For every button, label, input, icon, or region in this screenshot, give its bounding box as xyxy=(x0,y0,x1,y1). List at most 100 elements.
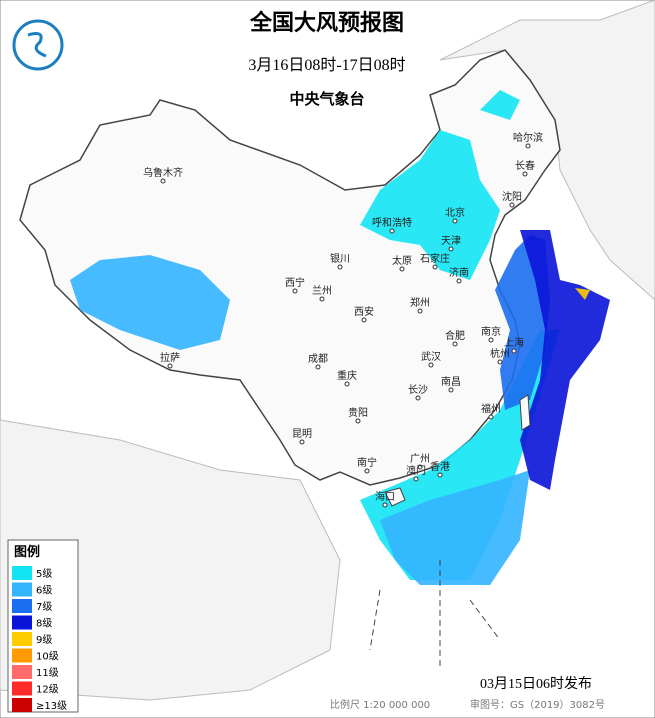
city-label: 乌鲁木齐 xyxy=(143,166,183,179)
city-dot xyxy=(344,381,350,387)
city-dot xyxy=(417,308,423,314)
city-label: 长春 xyxy=(515,160,535,172)
city-dot xyxy=(509,202,515,208)
legend-swatch xyxy=(12,582,32,597)
city-label: 贵阳 xyxy=(348,406,368,419)
city-dot xyxy=(488,414,494,420)
city-label: 天津 xyxy=(441,235,461,247)
city-label: 沈阳 xyxy=(502,190,522,203)
wind-zone xyxy=(480,90,520,120)
city-label: 济南 xyxy=(449,266,469,279)
legend-label: 9级 xyxy=(36,634,52,646)
city-dot xyxy=(452,218,458,224)
legend-label: 12级 xyxy=(36,684,59,696)
city-label: 香港 xyxy=(430,461,450,473)
review-number: 审图号：GS（2019）3082号 xyxy=(470,698,605,711)
city-dot xyxy=(167,363,173,369)
city-dot xyxy=(432,264,438,270)
city-label: 西宁 xyxy=(285,276,305,289)
city-dot xyxy=(456,278,462,284)
legend-swatch xyxy=(12,665,32,679)
city-label: 重庆 xyxy=(337,369,357,382)
wind-zone xyxy=(575,288,590,300)
city-label: 南京 xyxy=(481,325,501,338)
city-label: 南宁 xyxy=(357,456,377,469)
city-dot xyxy=(428,362,434,368)
wind-zone xyxy=(70,255,230,350)
city-label: 南昌 xyxy=(441,375,461,388)
wind-zone xyxy=(380,470,530,585)
city-label: 杭州 xyxy=(490,347,510,360)
city-label: 呼和浩特 xyxy=(372,217,412,229)
title: 全国大风预报图 xyxy=(249,10,404,36)
city-label: 太原 xyxy=(392,254,412,267)
legend-swatch xyxy=(12,648,32,663)
city-label: 福州 xyxy=(481,402,501,415)
city-label: 西安 xyxy=(354,305,374,318)
city-dot xyxy=(452,341,458,347)
city-label: 澳门 xyxy=(406,464,426,477)
city-dot xyxy=(488,337,494,343)
legend-label: 5级 xyxy=(36,568,52,580)
city-label: 银川 xyxy=(330,252,350,265)
legend-swatch xyxy=(12,615,32,630)
legend-swatch xyxy=(12,681,32,696)
legend-swatch xyxy=(12,566,32,580)
city-label: 合肥 xyxy=(445,329,465,342)
city-label: 武汉 xyxy=(421,350,441,363)
city-dot xyxy=(448,387,454,393)
city-label: 哈尔滨 xyxy=(513,131,543,144)
city-dot xyxy=(355,418,361,424)
island xyxy=(384,487,406,507)
city-label: 拉萨 xyxy=(160,351,180,364)
scale: 比例尺 1:20 000 000 xyxy=(330,698,430,711)
legend-label: 6级 xyxy=(36,585,52,597)
legend-swatch xyxy=(12,599,32,613)
city-dot xyxy=(522,171,528,177)
city-dot xyxy=(337,264,343,270)
city-dot xyxy=(437,472,443,478)
legend-label: 7级 xyxy=(36,601,52,613)
city-dot xyxy=(315,364,321,370)
city-label: 上海 xyxy=(504,336,524,349)
legend-swatch xyxy=(12,632,32,646)
city-dot xyxy=(319,296,325,302)
legend-swatch xyxy=(12,698,32,712)
city-dot xyxy=(382,502,388,508)
legend-label: 11级 xyxy=(36,667,59,679)
city-dot xyxy=(448,246,454,252)
city-dot xyxy=(160,178,166,184)
legend-label: 10级 xyxy=(36,651,59,663)
maritime-boundary xyxy=(369,560,501,670)
city-dot xyxy=(399,266,405,272)
city-dot xyxy=(299,439,305,445)
issue-time: 03月15日06时发布 xyxy=(480,676,592,692)
logo-mark xyxy=(27,32,47,58)
city-label: 成都 xyxy=(308,353,328,365)
city-label: 广州 xyxy=(410,453,430,465)
city-label: 郑州 xyxy=(410,296,430,309)
issuer: 中央气象台 xyxy=(289,90,364,108)
city-dot xyxy=(361,317,367,323)
city-label: 海口 xyxy=(375,490,395,503)
city-label: 长沙 xyxy=(408,384,428,396)
wind-zone xyxy=(360,130,500,280)
city-label: 石家庄 xyxy=(420,252,450,265)
city-label: 北京 xyxy=(445,206,465,219)
city-dot xyxy=(389,228,395,234)
legend-label: 8级 xyxy=(36,618,52,630)
city-dot xyxy=(511,348,517,354)
legend-title: 图例 xyxy=(14,544,40,560)
city-dot xyxy=(415,395,421,401)
city-dot xyxy=(525,143,531,149)
city-label: 昆明 xyxy=(292,428,312,440)
city-dot xyxy=(364,468,370,474)
legend-label: ≥13级 xyxy=(36,700,67,712)
city-dot xyxy=(497,359,503,365)
city-dot xyxy=(292,288,298,294)
city-label: 兰州 xyxy=(312,284,332,297)
city-dot xyxy=(413,476,419,482)
subtitle: 3月16日08时-17日08时 xyxy=(248,56,405,74)
